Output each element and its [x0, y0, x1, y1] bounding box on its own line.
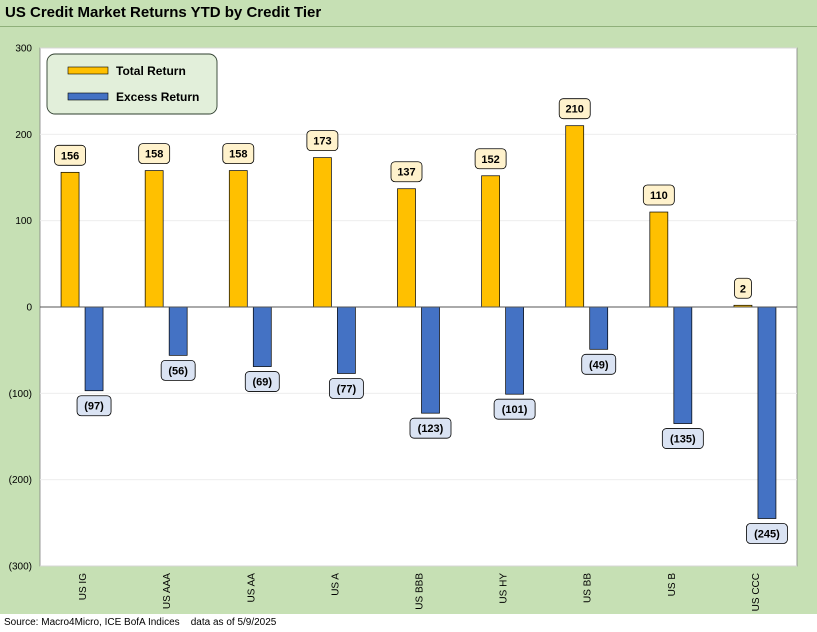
bars	[60, 125, 777, 519]
total-return-label: 210	[566, 104, 584, 116]
y-tick-label: (100)	[9, 389, 32, 400]
total-return-label-box	[54, 144, 86, 166]
y-tick-label: 300	[15, 44, 32, 55]
total-return-label-box	[138, 143, 171, 164]
bar-excess-return	[168, 306, 188, 356]
legend-label: Excess Return	[116, 90, 199, 104]
excess-return-label-box	[244, 371, 280, 392]
x-tick-label: US A	[330, 573, 341, 596]
x-tick-label: US BBB	[415, 573, 426, 610]
total-return-label-box	[558, 98, 591, 120]
bar-chart: 300 200 100 0 (100) (200) (300) 156 (97) 158 (56)…	[9, 44, 798, 612]
total-return-label-box	[734, 277, 752, 299]
excess-return-label: (97)	[84, 401, 104, 413]
y-tick-label: 100	[15, 216, 32, 227]
excess-return-label: (135)	[670, 434, 696, 446]
bar-excess-return	[589, 306, 609, 350]
y-tick-label: 0	[26, 303, 32, 314]
gridlines	[40, 47, 797, 567]
bar-excess-return	[505, 306, 524, 395]
excess-return-label-box	[160, 359, 196, 381]
total-return-label: 156	[61, 150, 79, 162]
x-tick-label: US B	[667, 573, 678, 597]
total-return-label: 137	[397, 167, 415, 179]
bar-total-return	[565, 125, 585, 308]
total-return-label: 152	[481, 154, 499, 166]
excess-return-label: (123)	[418, 423, 444, 435]
total-return-label: 2	[740, 283, 746, 295]
excess-return-label: (77)	[337, 383, 357, 395]
excess-return-label-box	[746, 523, 788, 544]
y-tick-label: (300)	[9, 562, 32, 573]
total-return-label-box	[222, 143, 255, 164]
total-return-label-box	[642, 184, 675, 206]
excess-return-label-box	[493, 398, 536, 420]
bar-excess-return	[252, 306, 272, 367]
title-bar: US Credit Market Returns YTD by Credit T…	[0, 0, 817, 27]
legend-swatch	[67, 66, 109, 75]
bar-excess-return	[757, 306, 777, 519]
bar-excess-return	[421, 306, 440, 414]
excess-return-label-box	[661, 428, 704, 449]
bar-total-return	[313, 157, 332, 308]
x-tick-label: US AAA	[162, 573, 173, 609]
total-return-label-box	[390, 161, 423, 183]
bar-total-return	[649, 211, 669, 308]
total-return-label: 158	[145, 149, 163, 161]
legend-label: Total Return	[116, 64, 186, 78]
bar-total-return	[481, 175, 500, 308]
legend-swatch	[67, 92, 109, 101]
total-return-label: 173	[313, 136, 331, 148]
total-return-label-box	[306, 130, 339, 152]
total-return-label: 110	[650, 190, 668, 202]
page-title: US Credit Market Returns YTD by Credit T…	[5, 4, 322, 21]
bar-total-return	[228, 170, 248, 308]
bar-total-return	[144, 170, 164, 308]
y-tick-label: 200	[15, 130, 32, 141]
y-tick-label: (200)	[9, 475, 32, 486]
bar-excess-return	[84, 306, 104, 392]
legend-box	[46, 53, 218, 115]
bar-excess-return	[673, 306, 693, 424]
excess-return-label: (245)	[754, 529, 780, 541]
excess-return-label-box	[409, 417, 452, 439]
bar-total-return	[60, 171, 80, 308]
excess-return-label: (101)	[502, 404, 528, 416]
excess-return-label: (69)	[252, 377, 272, 389]
data-labels: 156 (97) 158 (56) 158 (69) 173 (77) 137 (123) 152 (…	[54, 98, 788, 544]
excess-return-label: (49)	[589, 359, 609, 371]
excess-return-label: (56)	[168, 365, 188, 377]
bar-excess-return	[337, 306, 356, 374]
x-axis: US IG US AAA US AA US A US BBB US HY US BB US B…	[78, 573, 762, 612]
excess-return-label-box	[328, 378, 364, 399]
source-note: Source: Macro4Micro, ICE BofA Indices da…	[4, 617, 277, 628]
x-tick-label: US BB	[583, 573, 594, 603]
total-return-label-box	[474, 148, 507, 170]
x-tick-label: US AA	[246, 573, 257, 603]
legend: Total Return Excess Return	[46, 53, 218, 115]
x-tick-label: US IG	[78, 573, 89, 600]
excess-return-label-box	[581, 353, 617, 375]
x-tick-label: US HY	[499, 573, 510, 604]
excess-return-label-box	[76, 395, 112, 417]
bar-total-return	[397, 188, 416, 308]
x-tick-label: US CCC	[751, 573, 762, 611]
total-return-label: 158	[229, 149, 247, 161]
y-axis: 300 200 100 0 (100) (200) (300)	[9, 44, 33, 573]
